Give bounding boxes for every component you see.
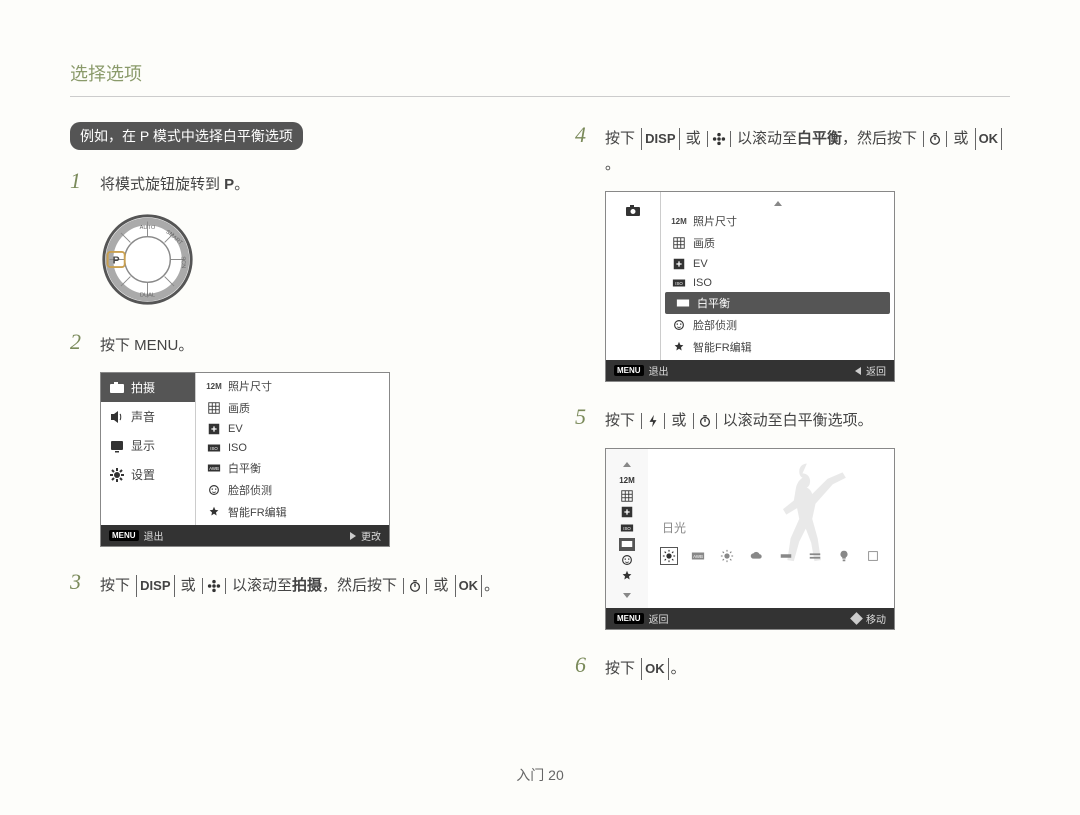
wb-fluor2-icon[interactable]: [806, 547, 824, 565]
key-disp: DISP: [641, 128, 679, 150]
key-ok: OK: [975, 128, 1003, 150]
wb-icon: [206, 462, 222, 475]
tab-shoot[interactable]: 拍摄: [101, 373, 195, 402]
step-number: 6: [575, 652, 595, 678]
camera-icon: [625, 204, 641, 217]
timer-icon: [693, 413, 717, 429]
right-column: 4 按下 DISP 或 以滚动至白平衡，然后按下 或 OK。 12M照片尺寸 画…: [575, 122, 1010, 695]
step-text: 按下 或 以滚动至白平衡选项。: [605, 404, 873, 434]
step-text: 按下 DISP 或 以滚动至白平衡，然后按下 或 OK。: [605, 122, 1010, 177]
page-header: 选择选项: [70, 60, 1010, 97]
face-icon: [206, 484, 222, 497]
timer-icon: [403, 578, 427, 594]
flower-icon: [202, 578, 226, 594]
lcd-footer: MENU返回 移动: [606, 608, 894, 629]
key-ok: OK: [641, 658, 669, 680]
key-menu: MENU: [134, 337, 178, 354]
tab-settings[interactable]: 设置: [101, 460, 195, 489]
step-text: 按下 DISP 或 以滚动至拍摄，然后按下 或 OK。: [100, 569, 499, 599]
gear-icon: [109, 468, 125, 481]
flash-icon: [641, 413, 665, 429]
flower-icon: [707, 131, 731, 147]
wb-sun-icon[interactable]: [660, 547, 678, 565]
step-2: 2 按下 MENU。: [70, 329, 505, 359]
main-columns: 例如，在 P 模式中选择白平衡选项 1 将模式旋钮旋转到 P。: [70, 122, 1010, 695]
step-1: 1 将模式旋钮旋转到 P。: [70, 168, 505, 198]
lcd-step2: 拍摄 声音 显示 设置 12M照片尺寸: [100, 372, 390, 547]
display-icon: [109, 439, 125, 452]
right-arrow-icon: [350, 532, 356, 540]
step-text: 按下 OK。: [605, 652, 686, 682]
wb-row-selected[interactable]: 白平衡: [665, 292, 890, 314]
grid-icon: [206, 402, 222, 415]
page-title: 选择选项: [70, 64, 142, 84]
step-number: 3: [70, 569, 90, 595]
lcd-footer: MENU退出 更改: [101, 525, 389, 546]
step-text: 将模式旋钮旋转到 P。: [100, 168, 249, 198]
tab-sound[interactable]: 声音: [101, 402, 195, 431]
step-number: 5: [575, 404, 595, 430]
svg-text:P: P: [113, 255, 120, 266]
iso-icon: [206, 441, 222, 454]
wb-fluor1-icon[interactable]: [777, 547, 795, 565]
lcd-left-tabs: 拍摄 声音 显示 设置: [101, 373, 196, 525]
timer-icon: [923, 131, 947, 147]
wb-icon-strip[interactable]: [654, 545, 888, 567]
wb-sun2-icon[interactable]: [718, 547, 736, 565]
lcd-left-iconcol: [606, 192, 661, 360]
tab-display[interactable]: 显示: [101, 431, 195, 460]
page-footer: 入门 20: [0, 765, 1080, 785]
key-ok: OK: [455, 575, 483, 597]
lcd-footer: MENU退出 返回: [606, 360, 894, 381]
example-label: 例如，在 P 模式中选择白平衡选项: [70, 122, 303, 150]
mode-dial: P AUTO SMART SCN DUAL: [100, 212, 195, 307]
svg-text:AUTO: AUTO: [140, 225, 156, 231]
wb-current-label: 日光: [662, 519, 686, 536]
left-arrow-icon: [855, 367, 861, 375]
wb-custom-icon[interactable]: [864, 547, 882, 565]
svg-text:SCN: SCN: [179, 256, 185, 268]
step-4: 4 按下 DISP 或 以滚动至白平衡，然后按下 或 OK。: [575, 122, 1010, 177]
move-icon: [850, 612, 863, 625]
star-icon: [206, 506, 222, 519]
star-icon: [671, 341, 687, 354]
left-column: 例如，在 P 模式中选择白平衡选项 1 将模式旋钮旋转到 P。: [70, 122, 505, 695]
step-number: 2: [70, 329, 90, 355]
up-arrow-icon: [774, 201, 782, 206]
step-3: 3 按下 DISP 或 以滚动至拍摄，然后按下 或 OK。: [70, 569, 505, 599]
step-text: 按下 MENU。: [100, 329, 193, 359]
grid-icon: [671, 237, 687, 250]
step-6: 6 按下 OK。: [575, 652, 1010, 682]
iso-icon: [671, 276, 687, 289]
lcd5-side-icons: 12M: [606, 449, 648, 608]
lcd-right-list: 12M照片尺寸 画质 EV ISO 白平衡 脸部侦测 智能FR编辑: [661, 192, 894, 360]
lcd-step5: 12M 日光: [605, 448, 895, 630]
speaker-icon: [109, 410, 125, 423]
key-disp: DISP: [136, 575, 174, 597]
lcd-right-list: 12M照片尺寸 画质 EV ISO 白平衡 脸部侦测 智能FR编辑: [196, 373, 389, 525]
wb-awb-icon[interactable]: [689, 547, 707, 565]
face-icon: [671, 319, 687, 332]
step-number: 4: [575, 122, 595, 148]
wb-bulb-icon[interactable]: [835, 547, 853, 565]
wb-icon: [675, 297, 691, 310]
down-arrow-icon: [623, 593, 631, 598]
ev-icon: [206, 422, 222, 435]
ev-icon: [671, 257, 687, 270]
up-arrow-icon: [623, 462, 631, 467]
step-5: 5 按下 或 以滚动至白平衡选项。: [575, 404, 1010, 434]
wb-cloud-icon[interactable]: [747, 547, 765, 565]
camera-icon: [109, 381, 125, 394]
lcd-step4: 12M照片尺寸 画质 EV ISO 白平衡 脸部侦测 智能FR编辑 MENU退出…: [605, 191, 895, 382]
svg-text:DUAL: DUAL: [140, 292, 155, 298]
step-number: 1: [70, 168, 90, 194]
